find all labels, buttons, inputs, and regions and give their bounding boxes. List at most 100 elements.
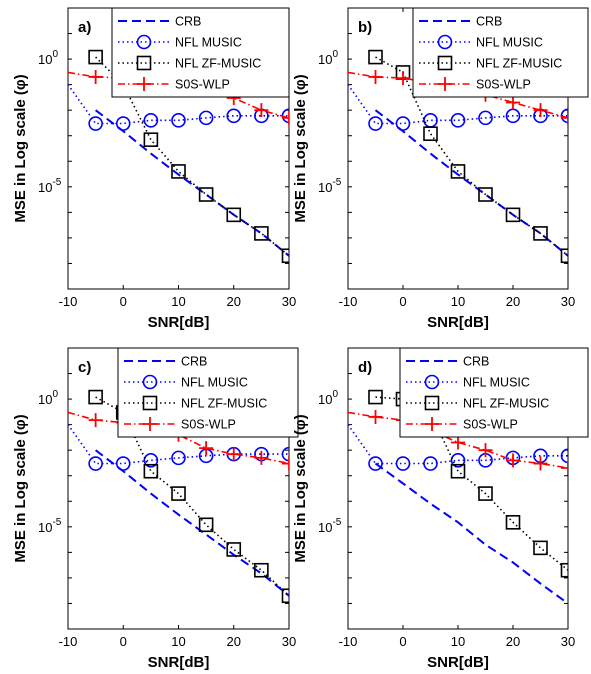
x-tick-label: 0 (399, 634, 406, 649)
series-line (374, 462, 568, 605)
legend-entry: CRB (175, 15, 201, 29)
x-tick-label: 20 (506, 634, 520, 649)
legend-entry: NFL ZF-MUSIC (181, 397, 267, 411)
data-point (505, 515, 521, 530)
data-point (423, 113, 438, 128)
data-point (368, 389, 383, 405)
x-tick-label: -10 (59, 634, 78, 649)
data-point (143, 113, 159, 128)
y-tick-label: 100 (38, 389, 58, 407)
data-point (282, 110, 289, 125)
x-axis-label: SNR[dB] (427, 314, 489, 331)
data-point (281, 248, 289, 264)
data-point (450, 164, 466, 179)
data-point (451, 435, 465, 450)
data-point (88, 413, 103, 428)
x-axis-label: SNR[dB] (427, 654, 489, 671)
x-tick-label: 10 (171, 634, 185, 649)
data-point (171, 486, 186, 501)
x-tick-label: 20 (506, 294, 520, 309)
data-point (143, 463, 159, 479)
y-axis-label: MSE in Log scale (φ) (292, 414, 309, 562)
series-crb (94, 109, 289, 257)
data-point (171, 164, 186, 179)
legend-entry: CRB (181, 355, 207, 369)
legend-marker (136, 55, 152, 71)
x-tick-label: -10 (339, 294, 358, 309)
data-point (88, 116, 103, 131)
legend-box (412, 7, 589, 98)
panel-label: b) (358, 19, 372, 36)
data-point (88, 456, 103, 471)
legend: CRB NFL MUSIC NFL ZF-MUSIC S0S-WLP (412, 7, 589, 98)
data-point (478, 443, 493, 458)
legend: CRB NFL MUSIC NFL ZF-MUSIC S0S-WLP (399, 347, 589, 438)
legend-entry: NFL ZF-MUSIC (476, 57, 562, 71)
data-point (226, 542, 242, 557)
legend-entry: NFL MUSIC (175, 36, 242, 50)
data-point (396, 71, 410, 86)
legend-marker (425, 417, 439, 431)
data-point (423, 456, 438, 471)
data-point (450, 113, 466, 128)
x-tick-label: 10 (451, 634, 465, 649)
data-point (282, 456, 289, 471)
legend-marker (143, 417, 157, 431)
series-crb (374, 462, 568, 605)
legend-entry: S0S-WLP (181, 418, 236, 432)
x-tick-label: 30 (282, 294, 296, 309)
x-tick-label: -10 (339, 634, 358, 649)
data-point (505, 207, 521, 223)
y-tick-label: 10-5 (318, 517, 342, 535)
chart-panel-3: -10 0 10 20 30 100 10-5 SNR[dB] MSE in Log scale… (12, 347, 299, 671)
data-point (171, 113, 186, 128)
data-point (171, 450, 186, 466)
data-point (368, 69, 383, 84)
data-point (478, 110, 493, 126)
x-axis-label: SNR[dB] (148, 654, 210, 671)
series-line (94, 449, 289, 597)
data-point (281, 446, 289, 462)
data-point (450, 453, 466, 468)
legend-marker (136, 34, 152, 50)
legend-entry: NFL MUSIC (181, 376, 248, 390)
data-point (226, 447, 241, 462)
x-tick-label: 30 (561, 634, 575, 649)
panel-label: c) (78, 359, 91, 376)
legend-marker (437, 55, 453, 71)
chart-panel-1: -10 0 10 20 30 100 10-5 SNR[dB] MSE in Log scale… (12, 7, 296, 331)
data-point (226, 108, 242, 124)
legend-marker (137, 77, 151, 91)
legend-marker (438, 77, 452, 91)
chart-panel-2: -10 0 10 20 30 100 10-5 SNR[dB] MSE in Log scale… (292, 7, 589, 331)
data-point (478, 486, 493, 501)
data-point (395, 456, 411, 471)
series-line (348, 84, 568, 125)
data-point (254, 226, 269, 241)
legend-entry: S0S-WLP (476, 78, 531, 92)
x-tick-label: 0 (120, 294, 127, 309)
series-line (68, 424, 289, 465)
chart-panel-4: -10 0 10 20 30 100 10-5 SNR[dB] MSE in Log scale… (292, 347, 589, 671)
data-point (88, 49, 103, 65)
data-point (506, 453, 520, 468)
data-point (561, 461, 568, 476)
legend-marker (437, 34, 453, 50)
legend-entry: NFL ZF-MUSIC (463, 397, 549, 411)
data-point (450, 463, 466, 479)
series-line (348, 424, 568, 465)
data-point (478, 187, 493, 202)
y-tick-label: 100 (318, 49, 338, 67)
data-point (254, 103, 269, 118)
data-point (88, 389, 103, 405)
data-point (254, 562, 269, 578)
data-point (560, 448, 568, 464)
panel-label: d) (358, 359, 372, 376)
data-point (143, 453, 159, 468)
series-line (68, 84, 289, 125)
series-line (95, 396, 289, 597)
data-point (281, 588, 289, 604)
series-crb (94, 449, 289, 597)
series-line (375, 56, 568, 257)
